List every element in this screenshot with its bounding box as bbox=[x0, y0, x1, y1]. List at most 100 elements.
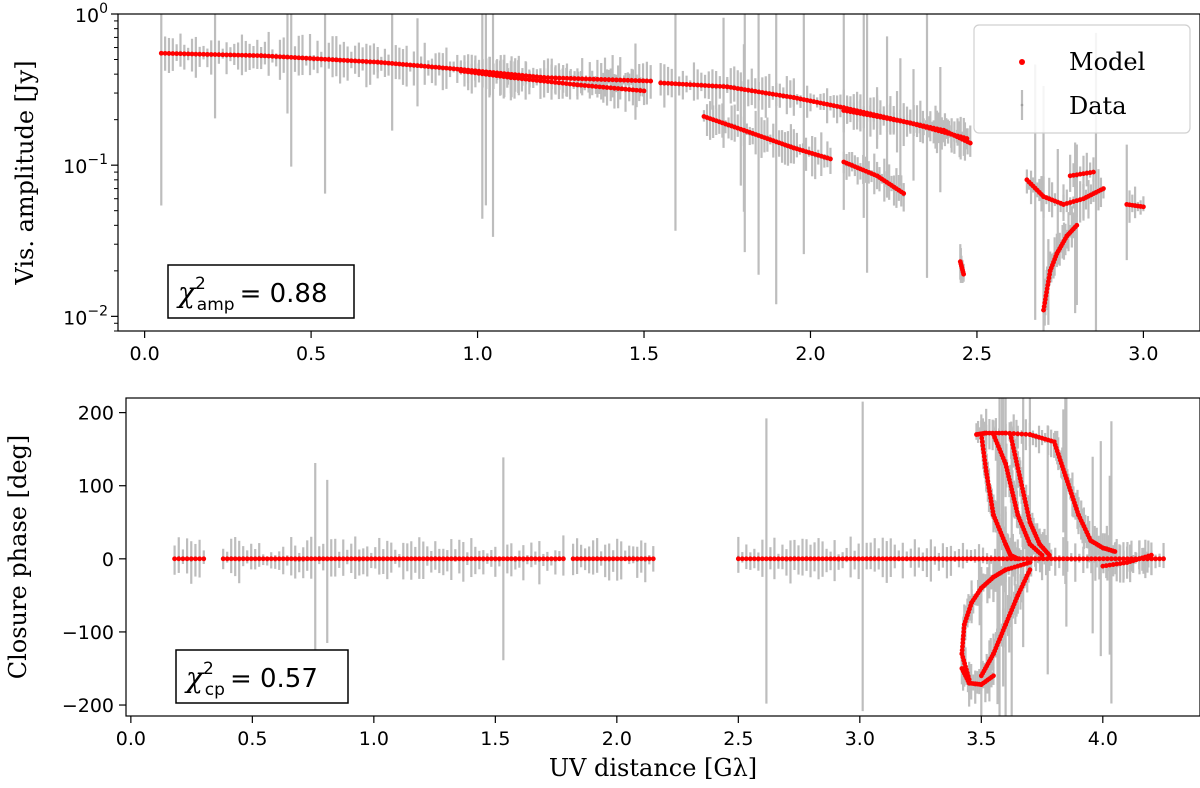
model-point bbox=[630, 87, 636, 93]
model-point bbox=[264, 556, 270, 562]
model-point bbox=[193, 556, 198, 562]
model-point bbox=[579, 76, 585, 82]
model-point bbox=[433, 64, 438, 70]
model-point bbox=[776, 556, 781, 562]
model-point bbox=[552, 79, 558, 85]
model-point bbox=[258, 53, 264, 59]
model-point bbox=[916, 556, 922, 562]
model-point bbox=[479, 71, 485, 77]
model-point bbox=[172, 556, 177, 562]
model-point bbox=[980, 556, 986, 562]
model-point bbox=[1096, 556, 1102, 562]
plot-area bbox=[158, 14, 1146, 331]
model-point bbox=[658, 80, 664, 86]
model-point bbox=[1052, 556, 1058, 562]
model-point bbox=[560, 75, 566, 81]
model-point bbox=[959, 651, 965, 657]
model-point bbox=[796, 556, 801, 562]
model-point bbox=[232, 556, 238, 562]
x-tick-label: 0.5 bbox=[296, 343, 326, 365]
model-point bbox=[589, 83, 595, 89]
model-point bbox=[197, 51, 203, 57]
model-point bbox=[936, 556, 942, 562]
model-points bbox=[172, 430, 1166, 687]
model-point bbox=[1153, 556, 1158, 562]
model-point bbox=[260, 556, 266, 562]
model-point bbox=[424, 556, 430, 562]
model-point bbox=[344, 556, 350, 562]
model-point bbox=[848, 556, 854, 562]
model-point bbox=[432, 556, 438, 562]
model-point bbox=[1039, 552, 1045, 558]
model-point bbox=[634, 87, 640, 93]
model-point bbox=[717, 83, 723, 89]
model-point bbox=[641, 88, 647, 94]
model-point bbox=[367, 59, 373, 65]
model-point bbox=[447, 66, 453, 71]
y-tick-label: 10−2 bbox=[63, 303, 108, 329]
model-point bbox=[166, 51, 172, 56]
model-point bbox=[527, 73, 533, 79]
model-point bbox=[623, 86, 628, 92]
model-point bbox=[201, 51, 206, 57]
model-point bbox=[582, 83, 588, 88]
model-point bbox=[978, 432, 984, 437]
model-point bbox=[240, 556, 246, 562]
model-point bbox=[184, 556, 190, 562]
model-point bbox=[534, 74, 540, 80]
model-point bbox=[695, 82, 701, 88]
chi-square-label: χ2 amp = 0.88 bbox=[176, 274, 328, 315]
model-point bbox=[764, 556, 769, 562]
model-point bbox=[570, 556, 576, 562]
model-point bbox=[553, 75, 558, 81]
model-point bbox=[288, 556, 294, 562]
model-point bbox=[860, 556, 866, 562]
model-point bbox=[812, 556, 817, 562]
x-tick-label: 0.0 bbox=[130, 343, 160, 365]
model-point bbox=[228, 556, 234, 562]
x-tick-label: 0.0 bbox=[116, 728, 146, 750]
model-point bbox=[504, 556, 510, 562]
model-point bbox=[832, 556, 838, 562]
model-point bbox=[979, 439, 985, 445]
model-point bbox=[967, 140, 973, 146]
legend-box bbox=[973, 24, 1191, 134]
closure-phase-panel: 0.0 0.5 1.0 1.5 2.0 2.5 3.0 3.5 4.0 200 100 0 −100 −2… bbox=[4, 397, 1200, 782]
model-point bbox=[548, 556, 554, 562]
model-point bbox=[780, 556, 785, 562]
model-point bbox=[944, 556, 950, 562]
model-point bbox=[534, 77, 540, 83]
model-point bbox=[1015, 431, 1021, 437]
model-point bbox=[1041, 307, 1046, 313]
model-point bbox=[844, 556, 850, 562]
model-point bbox=[960, 633, 966, 638]
x-tick-label: 2.0 bbox=[602, 728, 632, 750]
model-point bbox=[181, 51, 187, 57]
model-point bbox=[420, 556, 426, 562]
model-point bbox=[296, 556, 302, 562]
model-point bbox=[538, 78, 543, 84]
model-point bbox=[625, 77, 631, 83]
model-point bbox=[516, 556, 522, 562]
model-point bbox=[277, 54, 283, 60]
model-point bbox=[428, 556, 434, 562]
legend-model-marker bbox=[1019, 59, 1025, 65]
model-point bbox=[508, 75, 514, 80]
model-point bbox=[983, 465, 989, 470]
x-tick-label: 3.5 bbox=[966, 728, 996, 750]
model-point bbox=[556, 80, 562, 86]
model-point bbox=[456, 556, 462, 562]
data-error-bars bbox=[173, 398, 1165, 716]
model-point bbox=[371, 59, 377, 65]
model-point bbox=[593, 84, 599, 89]
model-point bbox=[961, 625, 967, 631]
model-point bbox=[1044, 289, 1049, 295]
model-point bbox=[247, 53, 253, 58]
model-point bbox=[1027, 567, 1033, 573]
model-point bbox=[1044, 556, 1050, 562]
model-point bbox=[526, 77, 532, 82]
model-point bbox=[586, 556, 592, 562]
model-point bbox=[418, 63, 424, 69]
model-point bbox=[981, 454, 987, 459]
